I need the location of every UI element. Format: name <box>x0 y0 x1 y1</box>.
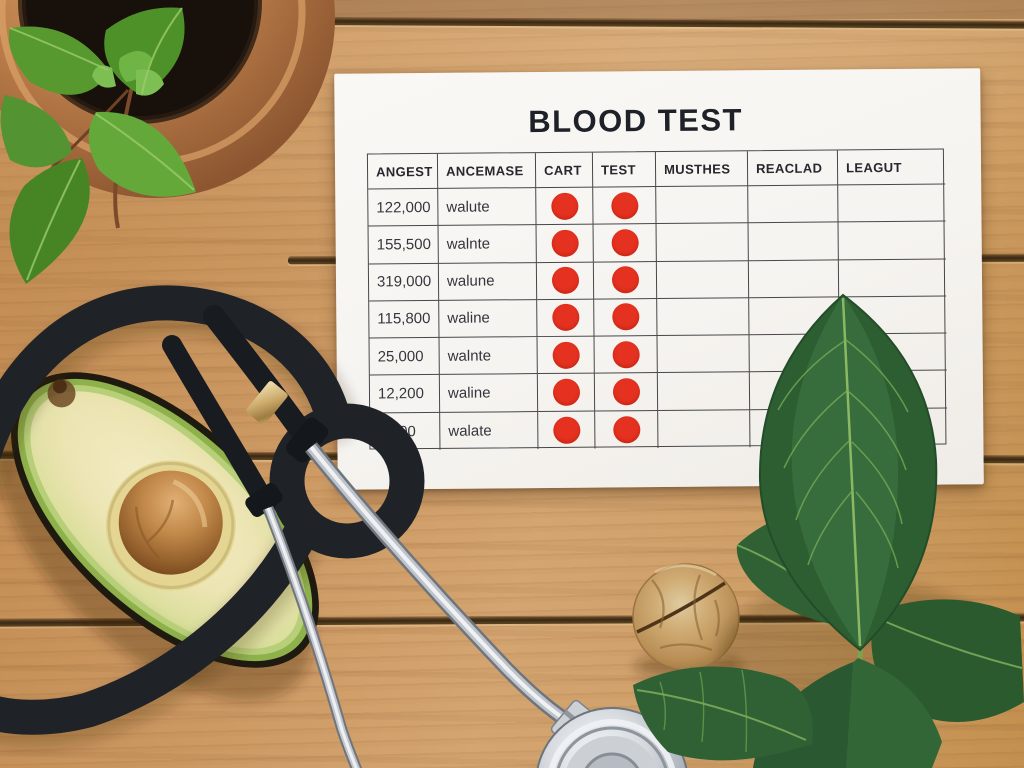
table-cell <box>749 371 841 410</box>
table-cell <box>536 187 594 226</box>
red-dot-marker <box>610 191 638 220</box>
red-dot-marker <box>550 192 578 220</box>
table-cell <box>748 259 840 299</box>
red-dot-marker <box>552 378 580 406</box>
table-cell <box>839 370 948 410</box>
table-cell <box>657 335 750 374</box>
table-cell <box>748 222 839 261</box>
red-dot-marker <box>551 229 579 257</box>
red-dot-marker <box>552 341 580 369</box>
table-cell: 122,000 <box>368 188 439 227</box>
paper-sheet: BLOOD TEST ANGEST ANCEMASE CART TEST MUSTHES… <box>334 68 984 490</box>
table-cell: walnte <box>439 337 538 376</box>
table-cell <box>536 262 595 300</box>
table-cell <box>536 224 594 263</box>
table-cell <box>748 185 839 224</box>
table-cell <box>595 410 659 449</box>
table-cell: 319,000 <box>368 263 440 302</box>
table-cell: 115,800 <box>369 300 440 339</box>
table-cell <box>838 259 947 298</box>
red-dot-marker <box>612 340 640 369</box>
table-cell <box>749 297 840 336</box>
table-cell <box>839 296 947 335</box>
table-cell <box>593 261 658 300</box>
table-cell <box>840 408 947 446</box>
table-cell: walnte <box>438 225 537 264</box>
table-cell <box>538 411 596 449</box>
red-dot-marker <box>552 416 580 444</box>
table-cell <box>537 373 596 412</box>
blood-test-table: ANGEST ANCEMASE CART TEST MUSTHES REACLAD LEAG… <box>366 148 948 451</box>
table-cell: waline <box>439 299 538 338</box>
red-dot-marker <box>551 304 579 332</box>
table-cell: 25,000 <box>369 337 440 376</box>
red-dot-marker <box>611 229 639 257</box>
page-title: BLOOD TEST <box>528 102 744 140</box>
table-cell: waline <box>439 374 539 413</box>
table-cell <box>593 187 657 225</box>
red-dot-marker <box>612 415 640 444</box>
red-dot-marker <box>611 303 639 331</box>
column-header: ANGEST <box>367 153 439 190</box>
red-dot-marker <box>611 266 639 294</box>
table-cell <box>656 223 749 262</box>
table-cell: walate <box>440 411 539 450</box>
table-cell: 155,500 <box>368 226 439 265</box>
table-cell <box>537 299 595 338</box>
column-header: MUSTHES <box>655 151 749 188</box>
table-cell <box>749 334 840 373</box>
table-cell <box>838 184 946 223</box>
table-cell <box>838 221 946 260</box>
table-cell <box>594 373 659 412</box>
table-cell: walune <box>438 262 538 301</box>
table-cell <box>657 372 751 411</box>
table-cell <box>658 409 751 448</box>
table-cell <box>594 336 658 374</box>
column-header: ANCEMASE <box>437 153 537 189</box>
table-cell <box>657 298 750 337</box>
table-cell <box>839 333 947 372</box>
column-header: TEST <box>592 152 657 188</box>
table-cell <box>656 186 749 225</box>
column-header: REACLAD <box>747 150 839 187</box>
table-cell <box>537 336 595 375</box>
column-header: LEAGUT <box>837 149 946 186</box>
red-dot-marker <box>612 378 640 406</box>
table-cell <box>593 224 657 263</box>
table-cell <box>750 409 841 448</box>
table-cell: walute <box>438 188 537 227</box>
table-cell: 12,200 <box>369 375 441 414</box>
table-cell: 2,200 <box>370 412 441 451</box>
column-header: CART <box>535 152 594 189</box>
table-cell <box>656 260 750 299</box>
red-dot-marker <box>551 266 579 295</box>
table-cell <box>594 298 658 337</box>
